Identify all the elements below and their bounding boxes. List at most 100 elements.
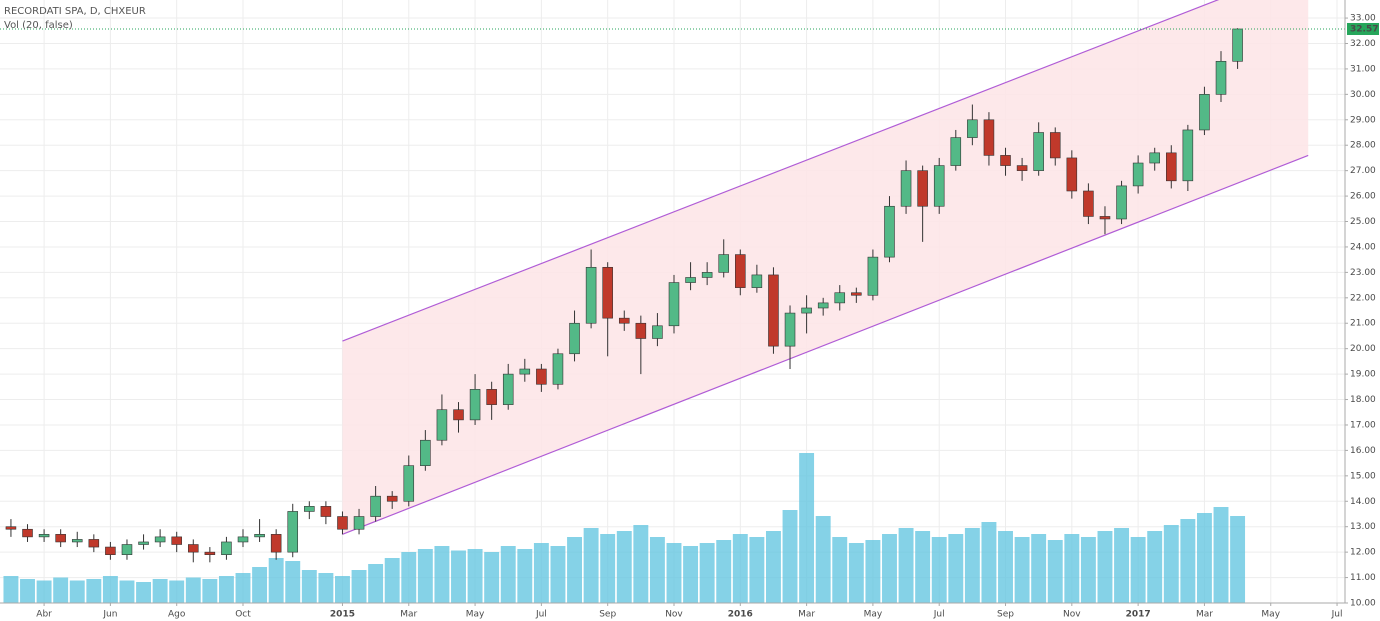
x-tick-label: Nov (1063, 610, 1081, 620)
candle-body (652, 325, 663, 339)
y-tick-label: 20.00 (1350, 344, 1376, 354)
volume-bar (1147, 531, 1163, 603)
volume-bar (384, 558, 400, 603)
x-tick-label: Mar (1196, 610, 1213, 620)
candle-body (1215, 60, 1227, 95)
volume-bar (1114, 528, 1130, 603)
volume-bar (649, 537, 665, 603)
candle-body (1116, 185, 1127, 220)
volume-label: Vol (20, false) (4, 20, 73, 31)
volume-bar (915, 531, 931, 603)
y-tick-label: 25.00 (1350, 217, 1376, 227)
volume-bar (683, 546, 699, 603)
volume-bar (318, 573, 334, 603)
candle-body (1066, 157, 1078, 192)
volume-bar (401, 552, 417, 603)
y-tick-label: 23.00 (1350, 268, 1376, 278)
candle-body (1000, 155, 1011, 166)
candle-body (701, 272, 713, 278)
candle-body (38, 534, 50, 538)
volume-bar (301, 570, 317, 603)
y-tick-label: 27.00 (1350, 166, 1376, 176)
volume-bar (102, 576, 118, 603)
candle-body (237, 536, 249, 543)
candle-body (1016, 165, 1028, 171)
y-tick-label: 29.00 (1350, 115, 1376, 125)
y-tick-label: 15.00 (1350, 471, 1376, 481)
candle-body (270, 534, 282, 553)
volume-bar (268, 558, 284, 603)
volume-bar (616, 531, 632, 603)
volume-bar (1130, 537, 1146, 603)
candle-body (685, 277, 696, 283)
volume-bar (633, 525, 649, 603)
candle-body (718, 254, 729, 273)
candle-body (221, 541, 232, 555)
volume-bar (765, 531, 781, 603)
volume-bar (86, 579, 102, 603)
volume-bar (285, 561, 301, 603)
y-tick-label: 28.00 (1350, 141, 1376, 151)
x-tick-label: Nov (665, 610, 683, 620)
candle-body (585, 266, 597, 324)
candle-body (751, 274, 763, 288)
candle-body (967, 119, 978, 138)
candle-body (386, 495, 398, 502)
candle-body (304, 506, 315, 512)
x-tick-label: May (864, 610, 883, 620)
candle-body (851, 292, 862, 296)
x-tick-label: Sep (599, 610, 616, 620)
y-tick-label: 14.00 (1350, 497, 1376, 507)
volume-bar (1031, 534, 1047, 603)
volume-bar (600, 534, 616, 603)
candle-body (668, 282, 680, 327)
volume-bar (1014, 537, 1030, 603)
volume-bar (832, 537, 848, 603)
volume-bar (235, 573, 251, 603)
candle-body (502, 373, 514, 405)
candle-body (884, 205, 895, 258)
candle-body (768, 274, 779, 347)
candle-body (735, 254, 746, 288)
volume-bar (533, 543, 549, 603)
channel-upper (342, 0, 1220, 342)
x-tick-label: 2017 (1126, 610, 1151, 620)
candle-body (188, 544, 199, 553)
candle-body (519, 368, 531, 375)
volume-bar (185, 577, 201, 603)
volume-bar (202, 579, 218, 603)
volume-bar (218, 576, 234, 603)
candle-body (469, 389, 481, 421)
volume-bar (484, 552, 500, 603)
volume-bar (964, 528, 980, 603)
volume-bar (53, 577, 69, 603)
y-tick-label: 12.00 (1350, 548, 1376, 558)
volume-bar (500, 546, 516, 603)
candle-body (138, 541, 149, 545)
volume-bar (848, 543, 864, 603)
x-tick-label: Mar (400, 610, 417, 620)
volume-bar (898, 528, 914, 603)
x-tick-label: Oct (235, 610, 251, 620)
y-tick-label: 19.00 (1350, 370, 1376, 380)
candle-body (1199, 94, 1210, 131)
candle-body (552, 353, 564, 385)
candle-body (950, 137, 962, 166)
candle-body (1033, 132, 1044, 171)
candle-body (1049, 132, 1061, 159)
x-tick-label: May (466, 610, 485, 620)
channel-fill (342, 0, 1309, 535)
y-tick-label: 17.00 (1350, 420, 1376, 430)
volume-bar (998, 531, 1013, 603)
volume-bar (815, 516, 831, 603)
y-tick-label: 24.00 (1350, 242, 1376, 252)
volume-bar (136, 582, 152, 603)
candle-body (1149, 152, 1160, 164)
volume-bar (451, 550, 466, 603)
candle-body (254, 534, 265, 538)
volume-bar (1080, 537, 1096, 603)
y-tick-label: 22.00 (1350, 293, 1376, 303)
volume-bar (948, 534, 964, 603)
y-tick-label: 31.00 (1350, 64, 1376, 74)
